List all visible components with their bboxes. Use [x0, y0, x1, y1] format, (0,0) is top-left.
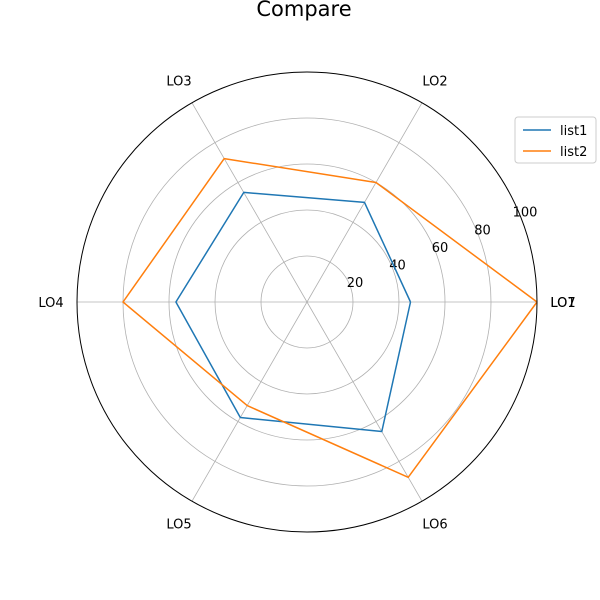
category-label-lo3: LO3 [166, 74, 191, 89]
radial-tick-label: 40 [389, 258, 406, 273]
category-label-lo2: LO2 [422, 74, 447, 89]
category-label-lo4: LO4 [38, 296, 63, 311]
chart-frame [76, 71, 538, 533]
category-label-lo1: LO1 [550, 296, 575, 311]
radial-tick-label: 20 [347, 276, 364, 291]
legend: list1 list2 [514, 116, 597, 164]
chart-title: Compare [256, 0, 351, 21]
grid-spoke-2 [191, 102, 308, 303]
radar-grid [77, 102, 537, 502]
legend-label-list2: list2 [560, 145, 587, 160]
legend-label-list1: list1 [560, 124, 587, 139]
radial-tick-label: 80 [474, 223, 491, 238]
grid-spoke-4 [191, 301, 308, 502]
radial-tick-label: 60 [432, 241, 449, 256]
radial-tick-label: 100 [513, 206, 538, 221]
series-lines [122, 157, 538, 479]
category-labels: LO1 LO2 LO3 LO4 LO5 LO6 LO7 [38, 74, 575, 532]
grid-spoke-5 [306, 301, 423, 502]
category-label-lo7: LO7 [550, 296, 575, 311]
series-line-list1 [175, 191, 412, 433]
category-label-lo6: LO6 [422, 518, 447, 533]
radial-tick-labels: 20 40 60 80 100 [347, 206, 538, 291]
category-label-lo5: LO5 [166, 518, 191, 533]
